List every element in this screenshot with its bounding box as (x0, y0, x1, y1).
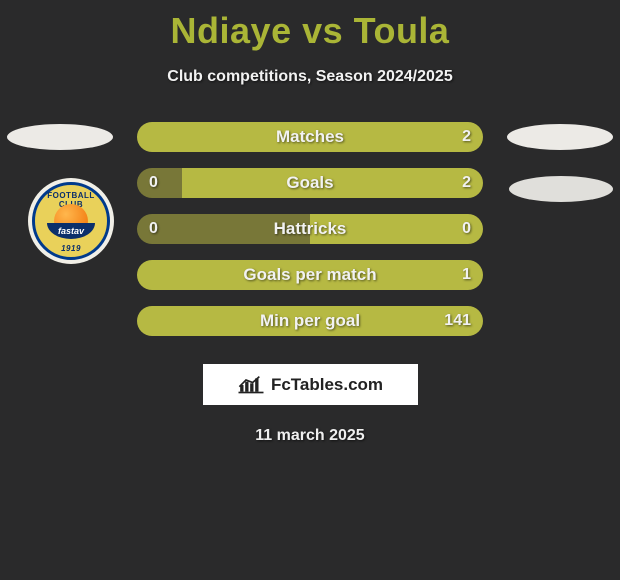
stat-value-right: 2 (462, 168, 471, 198)
stat-label: Hattricks (137, 214, 483, 244)
date: 11 march 2025 (0, 427, 620, 445)
stat-value-left: 0 (149, 214, 158, 244)
badge-swoosh: fastav (47, 223, 95, 239)
stat-row: Goals0 2 (137, 168, 483, 198)
stat-row: Hattricks0 0 (137, 214, 483, 244)
stat-value-right: 0 (462, 214, 471, 244)
player2-club-placeholder (509, 176, 613, 202)
brand-text: FcTables.com (271, 375, 383, 395)
brand-box: FcTables.com (203, 364, 418, 405)
stat-value-right: 1 (462, 260, 471, 290)
stat-value-right: 141 (444, 306, 471, 336)
player2-photo-placeholder (507, 124, 613, 150)
badge-bottom-text: 1919 (35, 244, 107, 253)
stat-label: Matches (137, 122, 483, 152)
subtitle: Club competitions, Season 2024/2025 (0, 68, 620, 86)
stat-value-left: 0 (149, 168, 158, 198)
stat-label: Goals per match (137, 260, 483, 290)
stat-value-right: 2 (462, 122, 471, 152)
stat-label: Goals (137, 168, 483, 198)
stat-row: Matches2 (137, 122, 483, 152)
stat-label: Min per goal (137, 306, 483, 336)
stat-row: Min per goal141 (137, 306, 483, 336)
bar-chart-icon (237, 375, 265, 395)
stat-row: Goals per match1 (137, 260, 483, 290)
page-title: Ndiaye vs Toula (0, 0, 620, 52)
player1-club-badge: FOOTBALL CLUB fastav 1919 (28, 178, 114, 264)
player1-photo-placeholder (7, 124, 113, 150)
